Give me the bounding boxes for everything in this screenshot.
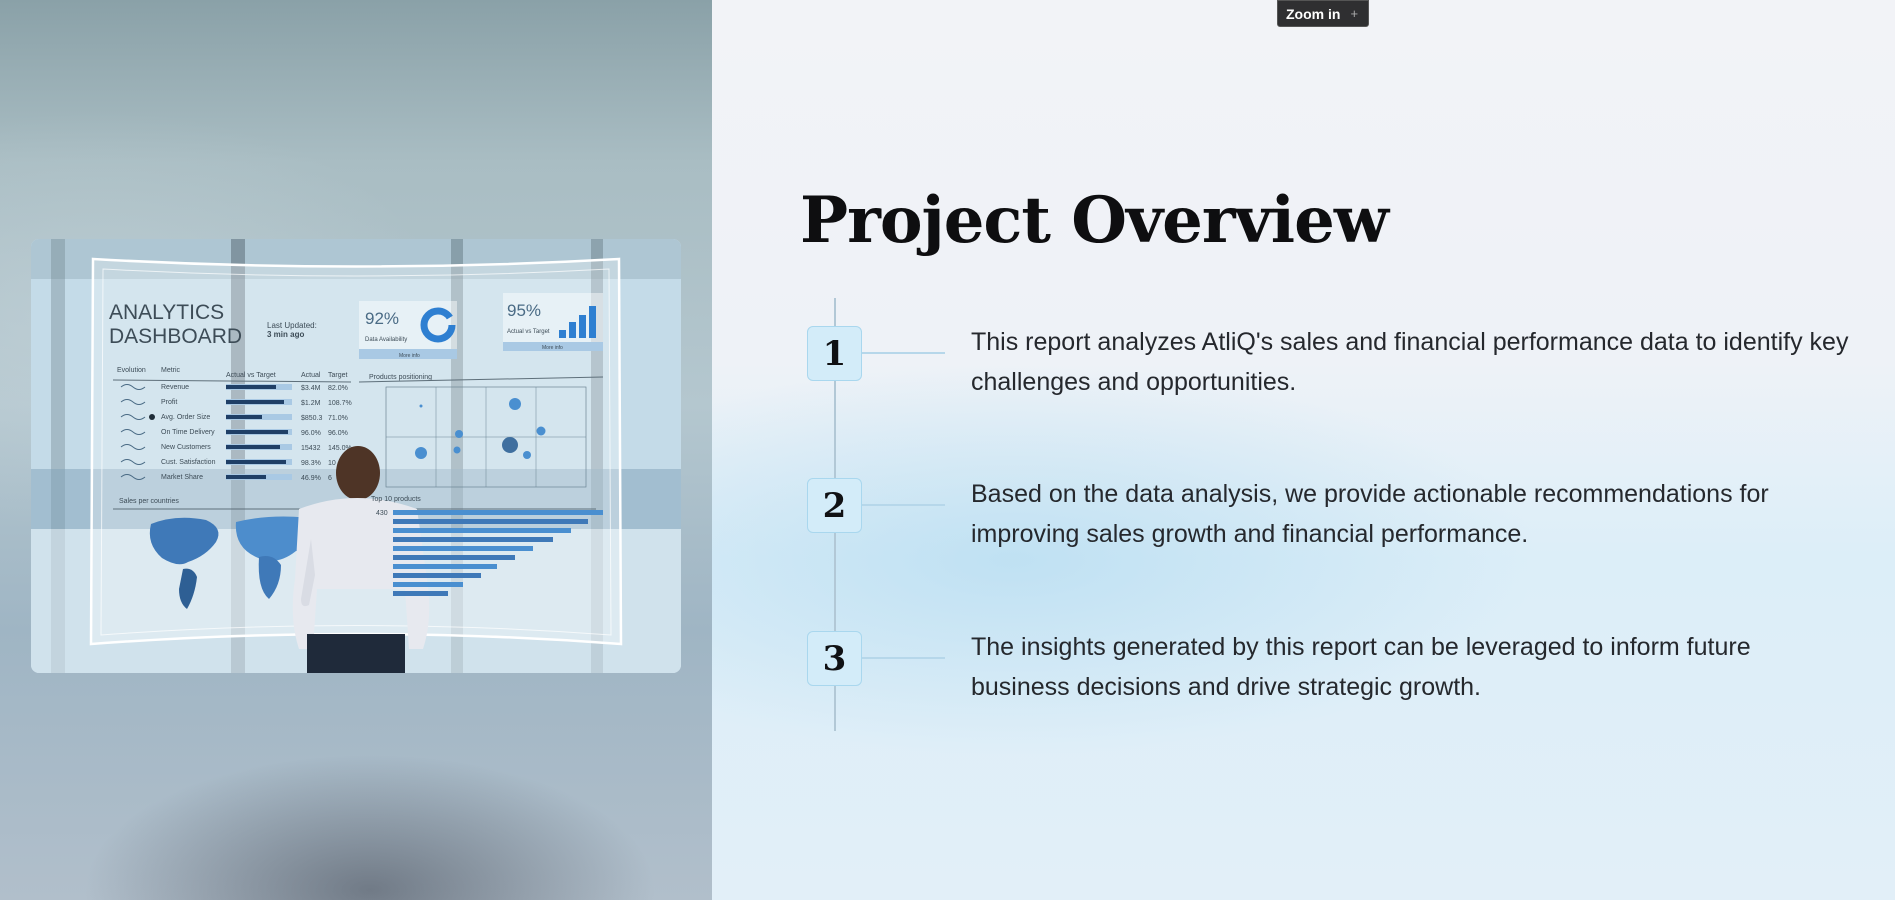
kpi1-value: 92%: [365, 309, 399, 328]
zoom-in-tooltip[interactable]: Zoom in +: [1277, 0, 1370, 27]
dashboard-title-line1: ANALYTICS: [109, 301, 224, 324]
step-connector: [862, 352, 945, 354]
col-evolution: Evolution: [117, 367, 146, 374]
metric-actual: $1.2M: [301, 400, 321, 407]
metric-row: Market Share 46.9% 6: [120, 474, 332, 482]
dashboard-title-line2: DASHBOARD: [109, 325, 242, 348]
last-updated-label: Last Updated:: [267, 321, 317, 330]
metric-target: 71.0%: [328, 415, 348, 422]
top10-first-value: 430: [376, 510, 388, 517]
metric-actual: 46.9%: [301, 475, 321, 482]
step-text: Based on the data analysis, we provide a…: [971, 480, 1769, 548]
step-number-badge: 1: [807, 326, 862, 381]
metric-row: Revenue $3.4M 82.0%: [120, 384, 348, 392]
metric-name: Revenue: [161, 384, 189, 391]
metric-target: 108.7%: [328, 400, 352, 407]
metric-actual: $850.3: [301, 415, 323, 422]
plus-icon: +: [1350, 6, 1359, 21]
metric-name: Avg. Order Size: [161, 414, 210, 421]
content-panel: [712, 0, 1895, 900]
col-actual: Actual: [301, 372, 321, 379]
page-title: Project Overview: [800, 183, 1389, 258]
metric-target: 145.0%: [328, 445, 352, 452]
step-number-badge: 2: [807, 478, 862, 533]
step-number-badge: 3: [807, 631, 862, 686]
metric-name: On Time Delivery: [161, 429, 215, 436]
metric-target: 96.0%: [328, 430, 348, 437]
metric-actual: 15432: [301, 445, 321, 452]
kpi1-label: Data Availability: [365, 337, 407, 343]
kpi2-more: More info: [542, 345, 563, 351]
products-positioning-label: Products positioning: [369, 374, 432, 381]
step-connector: [862, 657, 945, 659]
col-metric: Metric: [161, 367, 181, 374]
metric-row: Cust. Satisfaction 98.3% 10: [120, 459, 336, 467]
sales-per-countries-label: Sales per countries: [119, 498, 179, 505]
metric-name: Cust. Satisfaction: [161, 459, 216, 466]
metric-name: New Customers: [161, 444, 211, 451]
kpi2-value: 95%: [507, 301, 541, 320]
metric-target: 6: [328, 475, 332, 482]
metric-target: 10: [328, 460, 336, 467]
top10-products-label: Top 10 products: [371, 496, 421, 503]
step-text: The insights generated by this report ca…: [971, 633, 1751, 701]
col-avt: Actual vs Target: [226, 372, 276, 379]
metric-actual: $3.4M: [301, 385, 321, 392]
metric-name: Market Share: [161, 474, 203, 481]
col-target: Target: [328, 372, 348, 379]
metric-row: New Customers 15432 145.0%: [120, 444, 352, 452]
metric-target: 82.0%: [328, 385, 348, 392]
metric-row: Avg. Order Size $850.3 71.0%: [120, 414, 348, 422]
analytics-dashboard-image: ANALYTICS DASHBOARD Last Updated: 3 min …: [31, 239, 681, 673]
metric-row: On Time Delivery 96.0% 96.0%: [120, 429, 348, 437]
metric-actual: 98.3%: [301, 460, 321, 467]
step-text: This report analyzes AtliQ's sales and f…: [971, 328, 1849, 396]
metric-actual: 96.0%: [301, 430, 321, 437]
kpi1-more: More info: [399, 353, 420, 359]
step-connector: [862, 504, 945, 506]
left-image-panel: ANALYTICS DASHBOARD Last Updated: 3 min …: [0, 0, 712, 900]
last-updated-value: 3 min ago: [267, 330, 304, 339]
metric-row: Profit $1.2M 108.7%: [120, 399, 352, 407]
zoom-in-label: Zoom in: [1286, 5, 1341, 22]
kpi2-label: Actual vs Target: [507, 329, 550, 335]
metric-name: Profit: [161, 399, 177, 406]
